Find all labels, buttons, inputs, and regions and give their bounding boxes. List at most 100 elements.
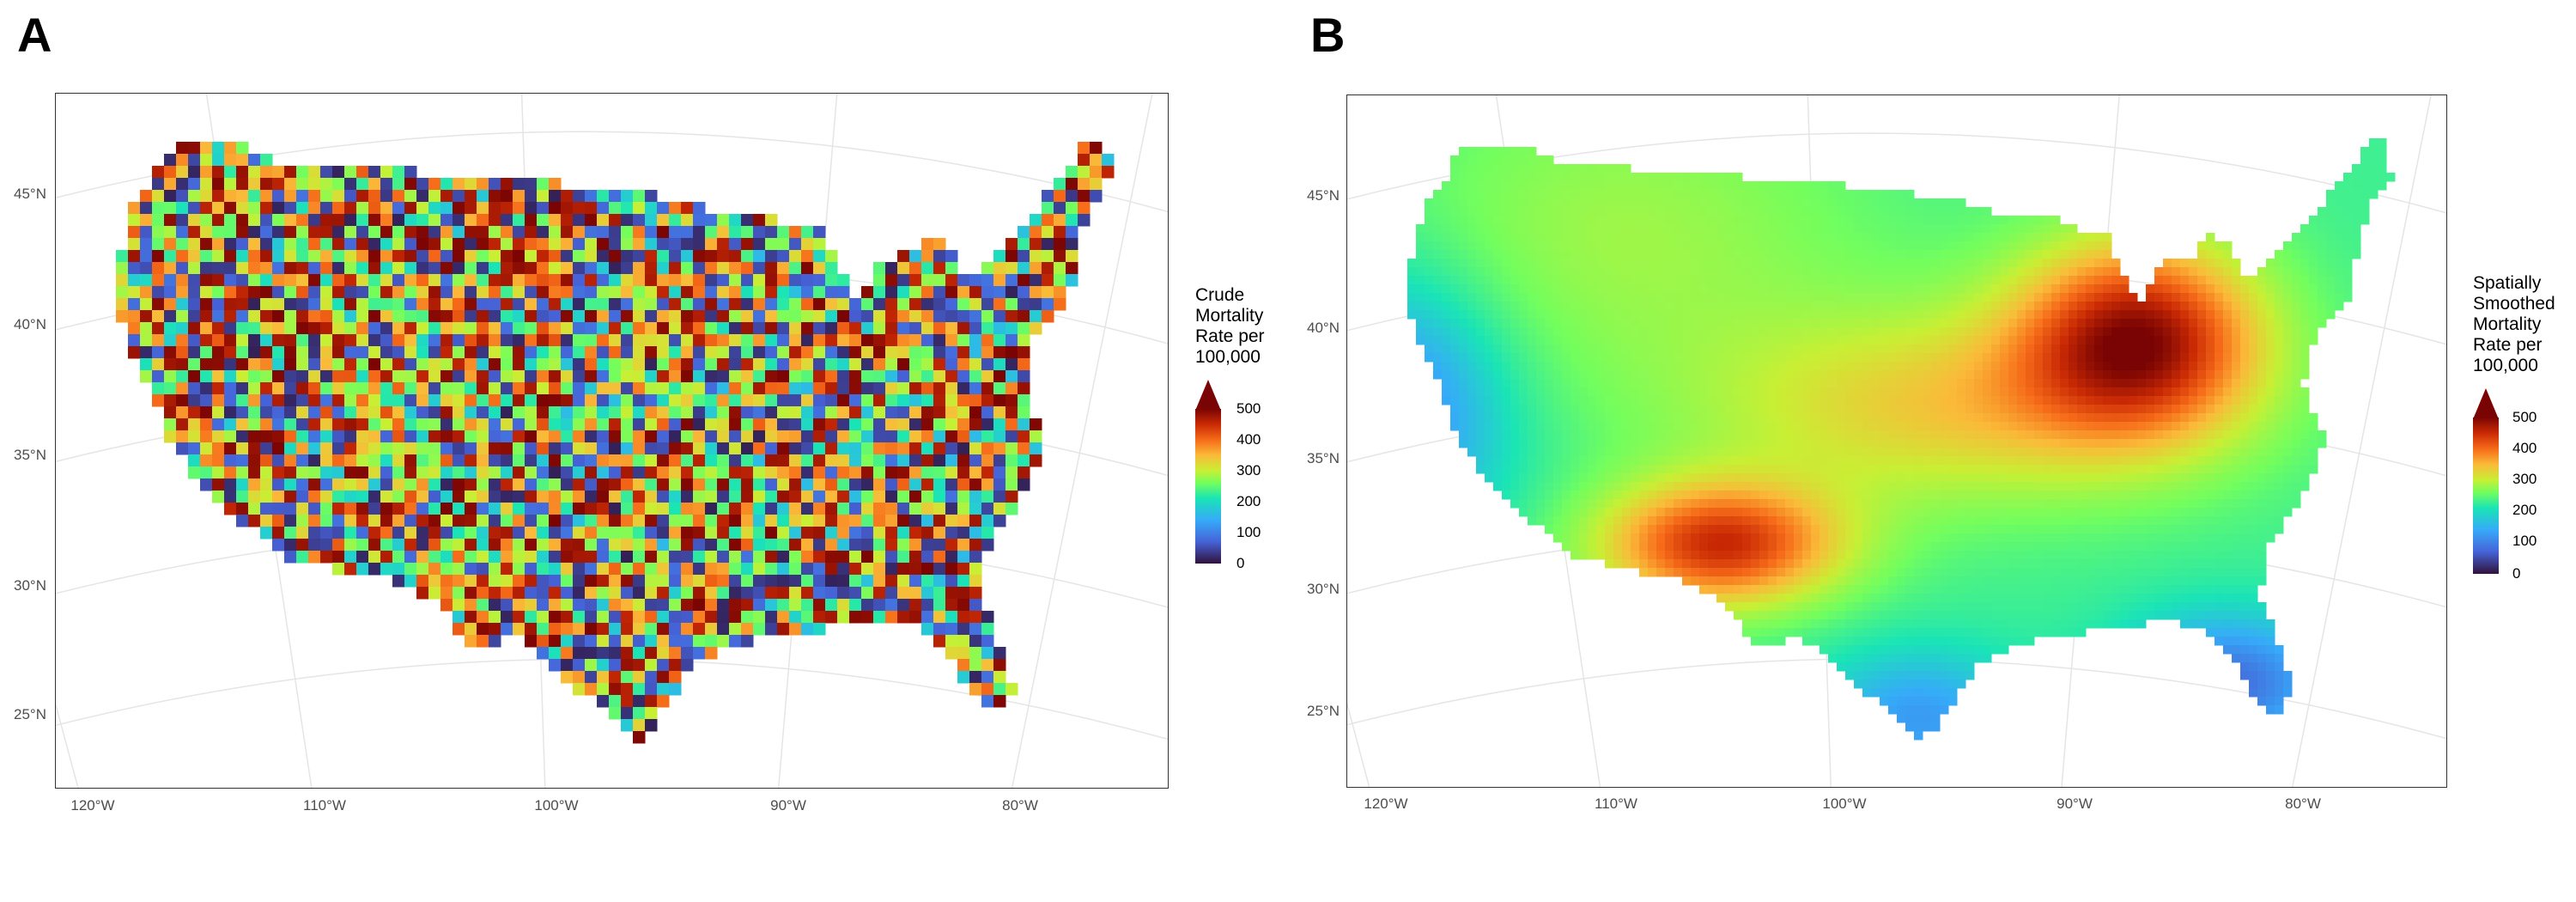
county-cell xyxy=(549,274,562,287)
county-cell xyxy=(921,250,934,263)
smoothed-cell xyxy=(1983,267,1992,277)
county-cell xyxy=(188,310,201,323)
county-cell xyxy=(585,382,598,395)
smoothed-cell xyxy=(2275,327,2284,337)
county-cell xyxy=(645,527,658,539)
county-cell xyxy=(681,418,694,431)
smoothed-cell xyxy=(1957,362,1966,371)
smoothed-cell xyxy=(1888,302,1898,311)
smoothed-cell xyxy=(1485,370,1494,380)
smoothed-cell xyxy=(1768,233,1777,242)
county-cell xyxy=(224,491,237,503)
county-cell xyxy=(332,250,345,263)
county-cell xyxy=(260,406,273,419)
smoothed-cell xyxy=(1965,310,1975,320)
county-cell xyxy=(861,491,874,503)
county-cell xyxy=(729,430,742,443)
smoothed-cell xyxy=(1553,344,1563,354)
smoothed-cell xyxy=(1862,207,1872,216)
county-cell xyxy=(1005,418,1018,431)
county-cell xyxy=(392,214,405,227)
county-cell xyxy=(260,298,273,311)
smoothed-cell xyxy=(2154,310,2164,320)
smoothed-cell xyxy=(1571,207,1580,216)
county-cell xyxy=(525,382,538,395)
smoothed-cell xyxy=(1759,224,1769,234)
smoothed-cell xyxy=(2154,267,2164,277)
county-cell xyxy=(513,250,526,263)
smoothed-cell xyxy=(1639,216,1649,225)
lat-tick-25-a: 25°N xyxy=(14,706,46,722)
county-cell xyxy=(765,478,778,491)
county-cell xyxy=(645,430,658,443)
smoothed-cell xyxy=(1957,276,1966,285)
county-cell xyxy=(573,238,586,251)
county-cell xyxy=(621,695,634,708)
smoothed-cell xyxy=(1965,207,1975,216)
county-cell xyxy=(248,491,261,503)
county-cell xyxy=(465,611,477,624)
smoothed-cell xyxy=(1588,327,1597,337)
smoothed-cell xyxy=(1433,267,1443,277)
county-cell xyxy=(585,466,598,479)
county-cell xyxy=(609,478,622,491)
smoothed-cell xyxy=(2043,293,2052,302)
county-cell xyxy=(380,539,393,552)
county-cell xyxy=(1018,238,1030,251)
county-cell xyxy=(741,442,754,455)
smoothed-cell xyxy=(1905,233,1915,242)
county-cell xyxy=(356,298,369,311)
smoothed-cell xyxy=(2215,267,2224,277)
county-cell xyxy=(681,466,694,479)
county-cell xyxy=(465,202,477,215)
smoothed-cell xyxy=(1974,267,1984,277)
county-cell xyxy=(1018,370,1030,383)
smoothed-cell xyxy=(2300,310,2310,320)
smoothed-cell xyxy=(1493,233,1503,242)
smoothed-cell xyxy=(1820,336,1829,345)
county-cell xyxy=(537,442,550,455)
smoothed-cell xyxy=(1553,207,1563,216)
smoothed-cell xyxy=(1691,344,1700,354)
county-cell xyxy=(404,214,417,227)
county-cell xyxy=(861,466,874,479)
smoothed-cell xyxy=(2206,310,2215,320)
smoothed-cell xyxy=(2000,302,2009,311)
county-cell xyxy=(368,286,381,299)
county-cell xyxy=(657,539,670,552)
smoothed-cell xyxy=(2051,344,2061,354)
county-cell xyxy=(260,322,273,335)
county-cell xyxy=(525,539,538,552)
county-cell xyxy=(561,250,574,263)
smoothed-cell xyxy=(1785,319,1795,328)
county-cell xyxy=(1042,286,1054,299)
smoothed-cell xyxy=(1510,302,1520,311)
smoothed-cell xyxy=(1665,379,1674,388)
county-cell xyxy=(513,503,526,515)
county-cell xyxy=(212,214,225,227)
smoothed-cell xyxy=(1811,302,1820,311)
smoothed-cell xyxy=(1974,224,1984,234)
county-cell xyxy=(368,563,381,576)
smoothed-cell xyxy=(1905,379,1915,388)
county-cell xyxy=(717,478,730,491)
smoothed-cell xyxy=(2197,241,2207,251)
county-cell xyxy=(993,262,1006,275)
county-cell xyxy=(1042,298,1054,311)
smoothed-cell xyxy=(1974,379,1984,388)
smoothed-cell xyxy=(1768,302,1777,311)
smoothed-cell xyxy=(1759,181,1769,191)
county-cell xyxy=(176,382,189,395)
county-cell xyxy=(681,587,694,600)
smoothed-cell xyxy=(2215,302,2224,311)
county-cell xyxy=(741,310,754,323)
county-cell xyxy=(549,358,562,371)
county-cell xyxy=(717,587,730,600)
county-cell xyxy=(681,527,694,539)
county-cell xyxy=(236,491,249,503)
county-cell xyxy=(296,515,309,527)
county-cell xyxy=(741,358,754,371)
county-cell xyxy=(380,346,393,359)
smoothed-cell xyxy=(1528,147,1537,156)
county-cell xyxy=(897,587,910,600)
